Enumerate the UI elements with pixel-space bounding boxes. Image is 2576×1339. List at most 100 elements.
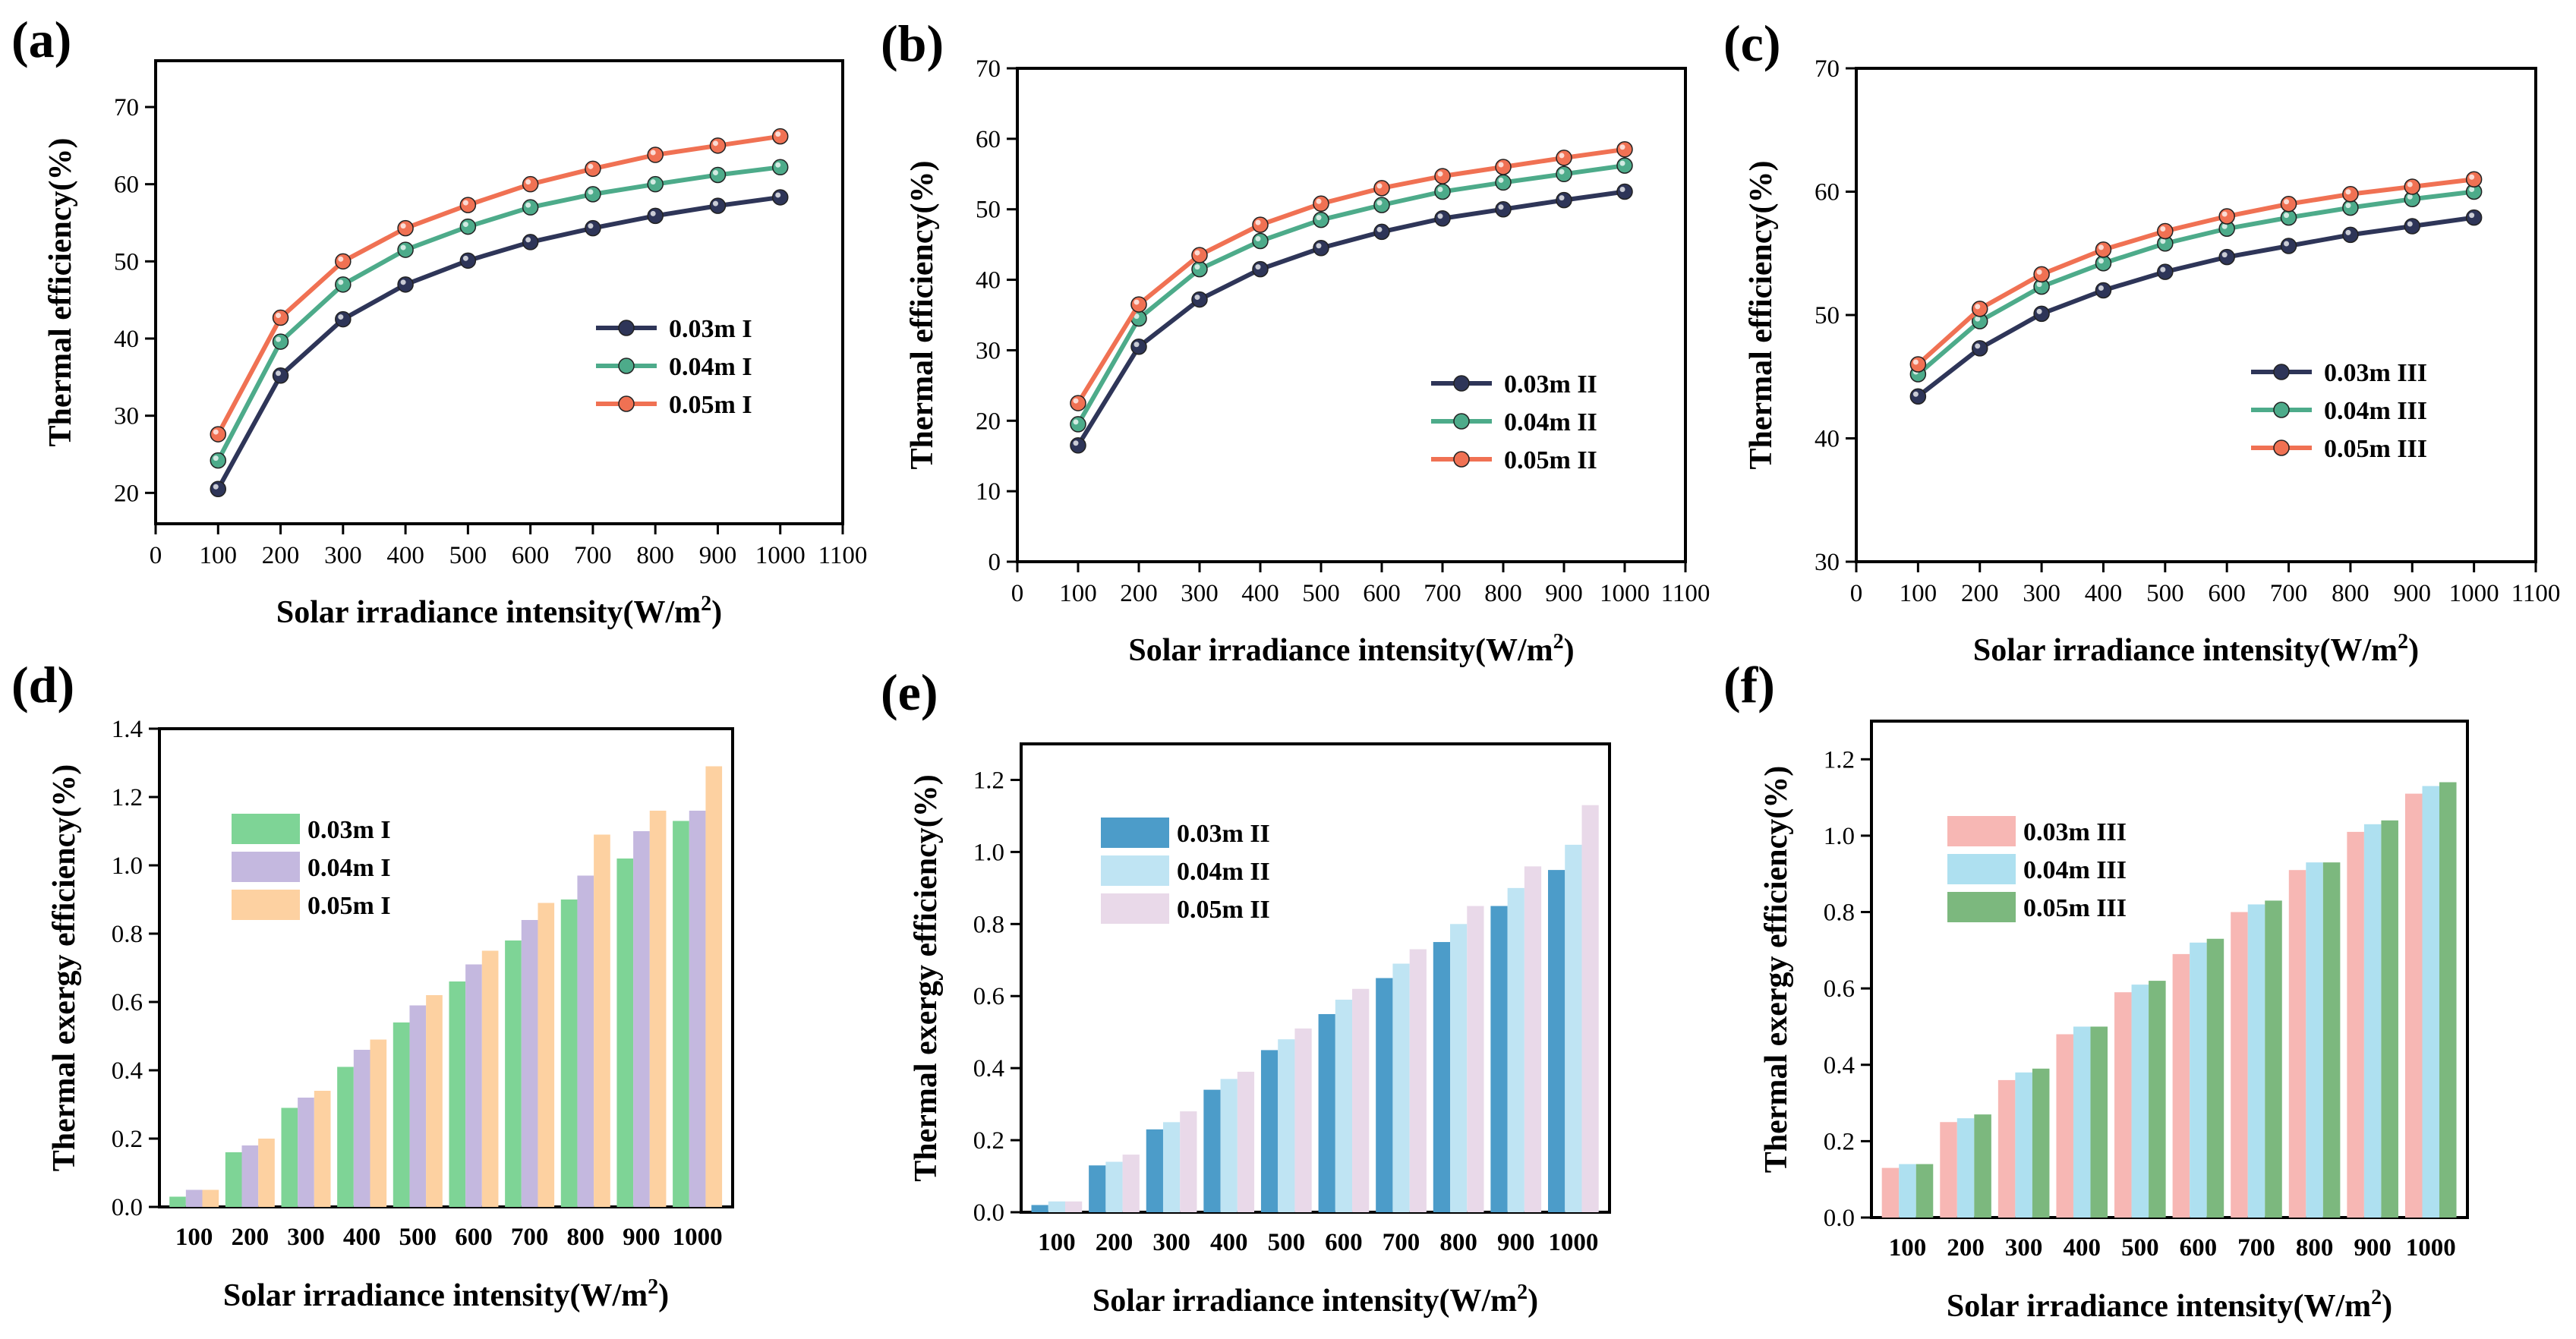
data-point — [1373, 223, 1390, 241]
x-tick-label: 500 — [449, 542, 487, 569]
data-point — [647, 147, 664, 163]
y-tick-label: 1.2 — [1824, 746, 1855, 773]
legend-swatch — [1947, 892, 2016, 922]
data-point — [1434, 210, 1451, 227]
y-tick-label: 20 — [114, 480, 139, 507]
bar — [1581, 805, 1599, 1212]
x-tick-label: 600 — [2180, 1234, 2218, 1262]
legend-label: 0.05m I — [307, 892, 391, 920]
data-point-highlight — [2345, 189, 2351, 195]
chart-panel-d: (d) 0.0 0.2 0.4 0.6 0.8 1.0 1.2 1.4 Thermal exerg… — [11, 656, 734, 1313]
y-tick-label: 30 — [1815, 549, 1840, 576]
x-tick-label: 700 — [511, 1224, 549, 1251]
data-point-highlight — [1975, 343, 1981, 349]
data-point — [459, 252, 477, 269]
bar — [1318, 1013, 1335, 1212]
data-point-highlight — [1255, 219, 1261, 225]
x-tick-label: 800 — [2296, 1234, 2334, 1262]
bar — [521, 920, 538, 1207]
chart-panel-b: (b) 0 10 20 30 40 50 60 70 Thermal efficiency(%) S… — [881, 14, 1710, 668]
x-tick-label: 300 — [2023, 580, 2060, 607]
legend-label: 0.04m II — [1504, 408, 1597, 436]
legend-label: 0.04m I — [307, 854, 391, 882]
bar — [426, 995, 443, 1207]
bar — [1490, 906, 1508, 1212]
data-point-highlight — [1376, 200, 1383, 206]
data-point-highlight — [213, 484, 219, 490]
legend-label: 0.04m II — [1177, 858, 1270, 886]
chart-panel-f: (f) 0.0 0.2 0.4 0.6 0.8 1.0 1.2 Thermal exergy e… — [1723, 656, 2469, 1324]
plot-frame — [1870, 720, 2469, 1219]
data-point-highlight — [1619, 187, 1625, 192]
bar — [2347, 831, 2364, 1218]
x-tick-label: 200 — [1120, 580, 1158, 607]
data-point-highlight — [1134, 313, 1140, 320]
data-point — [1616, 157, 1633, 174]
bar — [2322, 862, 2341, 1218]
data-point — [1070, 395, 1086, 411]
data-point-highlight — [1194, 295, 1200, 301]
data-point-highlight — [2098, 285, 2104, 291]
bar — [2306, 862, 2323, 1218]
plot-frame — [1016, 67, 1687, 563]
x-tick-label: 700 — [1424, 580, 1461, 607]
data-point — [1971, 301, 1988, 317]
data-point — [1434, 168, 1451, 184]
data-point — [2280, 209, 2297, 226]
legend-marker — [618, 358, 635, 374]
y-tick-label: 0.6 — [1824, 975, 1855, 1003]
data-point — [585, 186, 601, 203]
bar — [594, 834, 610, 1207]
bar — [337, 1066, 354, 1207]
y-tick-label: 50 — [1815, 302, 1840, 329]
legend-marker — [618, 395, 635, 412]
data-point-highlight — [1134, 342, 1140, 348]
y-tick-label: 0.6 — [973, 983, 1004, 1010]
y-tick-label: 60 — [976, 126, 1001, 153]
data-point-highlight — [1619, 144, 1625, 150]
bar — [2231, 912, 2248, 1218]
x-tick-label: 1000 — [673, 1224, 723, 1251]
x-tick-label: 300 — [1152, 1229, 1190, 1256]
legend-swatch — [1101, 893, 1169, 924]
x-tick-label: 200 — [232, 1224, 270, 1251]
bar — [2206, 938, 2224, 1218]
x-tick-label: 400 — [1241, 580, 1279, 607]
legend-marker — [1453, 451, 1470, 468]
data-point-highlight — [525, 179, 531, 185]
data-point — [459, 218, 477, 235]
y-tick-label: 1.0 — [1824, 823, 1855, 850]
y-tick-label: 30 — [114, 403, 139, 430]
data-point-highlight — [400, 279, 406, 285]
data-point-highlight — [1559, 169, 1565, 175]
x-tick-label: 700 — [2270, 580, 2308, 607]
bar — [1294, 1028, 1312, 1212]
y-tick-label: 0.8 — [112, 921, 143, 948]
bar — [2015, 1072, 2032, 1218]
data-point — [210, 452, 227, 469]
bar — [1409, 949, 1427, 1212]
data-point — [1252, 260, 1269, 278]
bar — [1997, 1079, 2016, 1218]
plot-frame — [158, 727, 734, 1208]
bar — [1146, 1129, 1163, 1212]
data-point — [272, 333, 289, 350]
bar — [481, 950, 499, 1207]
data-point-highlight — [588, 223, 594, 229]
data-point-highlight — [2345, 203, 2351, 209]
data-point-highlight — [588, 163, 594, 169]
y-tick-label: 0.2 — [112, 1126, 143, 1153]
series-line — [1916, 189, 2474, 376]
bar — [1899, 1164, 1916, 1218]
y-tick-label: 1.2 — [973, 767, 1004, 794]
data-point-highlight — [2407, 221, 2413, 227]
bar — [1392, 963, 1410, 1212]
data-point — [771, 189, 789, 206]
legend-label: 0.03m III — [2324, 359, 2427, 387]
bar — [1064, 1201, 1083, 1212]
data-point-highlight — [2160, 266, 2166, 273]
data-point-highlight — [1255, 264, 1261, 270]
x-tick-label: 500 — [2121, 1234, 2159, 1262]
data-point — [2095, 282, 2112, 299]
data-point — [2157, 263, 2174, 280]
